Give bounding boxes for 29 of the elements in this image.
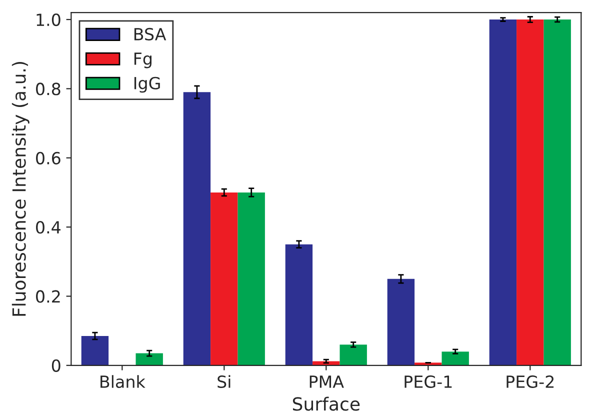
- x-tick-label: PEG-2: [506, 375, 554, 388]
- bar: [210, 192, 238, 366]
- bar: [387, 278, 415, 366]
- legend-label: Fg: [134, 52, 152, 68]
- bar: [285, 244, 313, 366]
- bar: [340, 344, 367, 366]
- bar: [238, 192, 265, 366]
- bar: [136, 353, 163, 366]
- y-tick-label: 0.8: [36, 82, 60, 96]
- x-tick-label: PEG-1: [404, 375, 452, 388]
- legend-label: IgG: [134, 76, 160, 93]
- bar: [489, 20, 517, 366]
- y-tick-label: 0.4: [36, 221, 61, 234]
- y-axis-title: Fluorescence Intensity (a.u.): [12, 62, 30, 316]
- y-tick-label: 0: [52, 359, 60, 372]
- x-tick-label: Blank: [100, 375, 146, 388]
- bar: [81, 336, 109, 366]
- bar: [442, 352, 469, 366]
- x-axis-title: Surface: [292, 396, 360, 411]
- y-tick-label: 0.6: [36, 152, 60, 164]
- bar: [516, 20, 544, 366]
- y-tick-label: 0.2: [36, 290, 60, 303]
- y-tick-label: 1.0: [36, 13, 60, 26]
- x-tick-label: PMA: [310, 376, 344, 388]
- bar: [312, 361, 340, 366]
- legend-label: BSA: [134, 28, 166, 40]
- bar: [183, 92, 211, 366]
- bar: [544, 20, 571, 366]
- x-tick-label: Si: [218, 375, 230, 388]
